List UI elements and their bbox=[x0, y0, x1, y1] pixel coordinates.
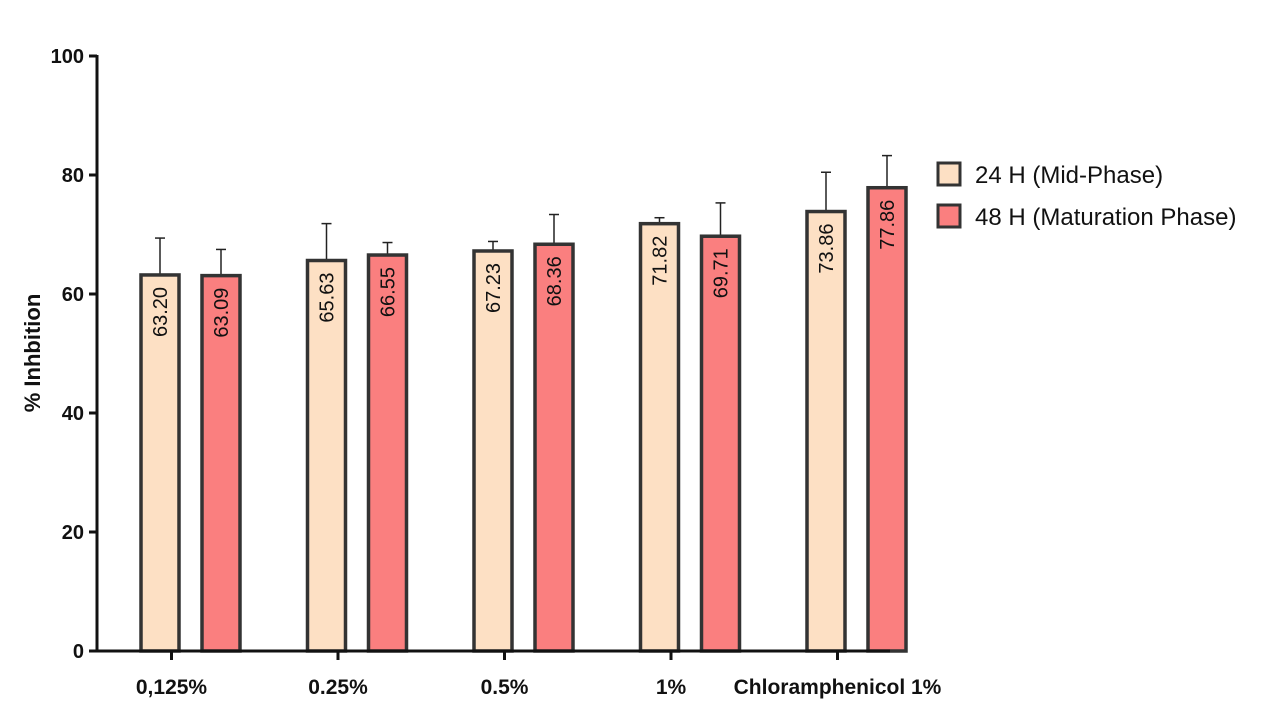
bar-24h bbox=[139, 273, 181, 653]
error-bar bbox=[549, 213, 559, 245]
error-bar bbox=[382, 241, 393, 256]
error-bar bbox=[216, 248, 226, 276]
bar-24h bbox=[305, 258, 348, 653]
error-bar bbox=[821, 171, 831, 212]
legend-swatch bbox=[936, 161, 962, 187]
data-label: 77.86 bbox=[877, 200, 899, 250]
bar-24h bbox=[805, 209, 847, 653]
bar-48h bbox=[366, 253, 409, 653]
x-tick-label: 0,125% bbox=[136, 676, 208, 699]
data-label: 63.20 bbox=[150, 287, 172, 337]
data-label: 66.55 bbox=[378, 267, 400, 317]
bar-48h bbox=[200, 273, 242, 653]
legend-swatch bbox=[936, 203, 962, 229]
legend-item: 48 H (Maturation Phase) bbox=[936, 203, 1236, 231]
y-tick-label: 60 bbox=[62, 284, 84, 306]
bar-24h bbox=[472, 249, 514, 653]
data-label: 68.36 bbox=[544, 256, 566, 306]
bar-48h bbox=[699, 234, 742, 653]
bar-48h bbox=[866, 185, 908, 653]
x-tick-label: Chloramphenicol 1% bbox=[734, 676, 942, 699]
error-bar bbox=[715, 202, 726, 237]
y-axis: 0 20 40 60 80 100 bbox=[51, 46, 99, 663]
y-tick-label: 80 bbox=[62, 165, 84, 187]
bar-24h bbox=[638, 221, 681, 653]
error-bar bbox=[321, 222, 332, 261]
data-label: 71.82 bbox=[650, 236, 672, 286]
legend: 24 H (Mid-Phase) 48 H (Maturation Phase) bbox=[936, 161, 1236, 231]
data-label: 73.86 bbox=[816, 224, 838, 274]
bars-layer: 63.20 63.09 65.63 66.55 67.23 68.36 71.82 69.71… bbox=[139, 154, 908, 653]
legend-item: 24 H (Mid-Phase) bbox=[936, 161, 1163, 189]
data-label: 67.23 bbox=[483, 263, 505, 313]
y-axis-label: % Inhbition bbox=[20, 294, 45, 413]
y-tick-label: 40 bbox=[62, 403, 84, 425]
x-tick-label: 0.25% bbox=[308, 676, 368, 699]
data-label: 63.09 bbox=[211, 288, 233, 338]
error-bar bbox=[155, 237, 165, 275]
x-tick-label: 1% bbox=[656, 676, 687, 699]
data-label: 69.71 bbox=[711, 248, 733, 298]
legend-label: 24 H (Mid-Phase) bbox=[975, 162, 1163, 189]
x-tick-label: 0.5% bbox=[481, 676, 529, 699]
x-axis: 0,125% 0.25% 0.5% 1% Chloramphenicol 1% bbox=[96, 649, 942, 699]
y-tick-label: 100 bbox=[51, 46, 84, 68]
y-tick-label: 0 bbox=[73, 641, 84, 663]
legend-label: 48 H (Maturation Phase) bbox=[975, 204, 1236, 231]
y-tick-label: 20 bbox=[62, 522, 84, 544]
data-label: 65.63 bbox=[317, 273, 339, 323]
error-bar bbox=[882, 154, 892, 188]
